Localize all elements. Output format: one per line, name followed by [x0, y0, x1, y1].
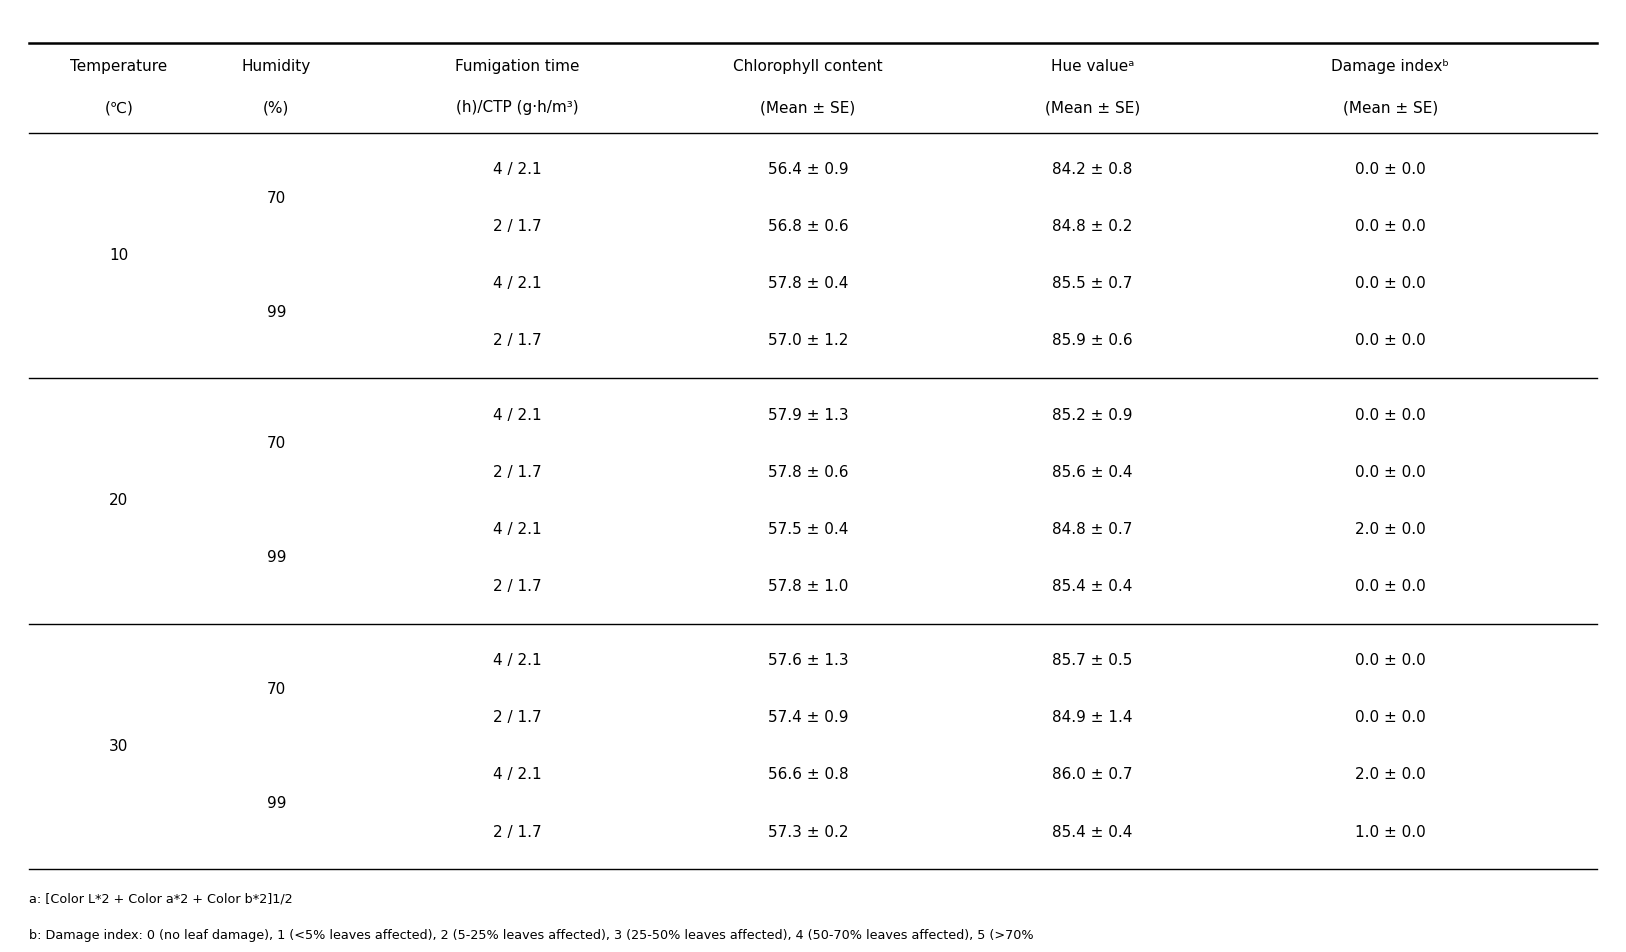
Text: 4 / 2.1: 4 / 2.1	[493, 407, 541, 423]
Text: 2 / 1.7: 2 / 1.7	[493, 465, 541, 480]
Text: 85.4 ± 0.4: 85.4 ± 0.4	[1052, 824, 1133, 840]
Text: 0.0 ± 0.0: 0.0 ± 0.0	[1354, 653, 1426, 668]
Text: 20: 20	[109, 493, 128, 508]
Text: 2 / 1.7: 2 / 1.7	[493, 333, 541, 348]
Text: 57.8 ± 1.0: 57.8 ± 1.0	[767, 579, 849, 594]
Text: 70: 70	[267, 682, 286, 697]
Text: Temperature: Temperature	[70, 59, 167, 74]
Text: Fumigation time: Fumigation time	[455, 59, 579, 74]
Text: 85.5 ± 0.7: 85.5 ± 0.7	[1052, 276, 1133, 291]
Text: 57.4 ± 0.9: 57.4 ± 0.9	[767, 710, 849, 725]
Text: 99: 99	[267, 796, 286, 811]
Text: 0.0 ± 0.0: 0.0 ± 0.0	[1354, 710, 1426, 725]
Text: 2 / 1.7: 2 / 1.7	[493, 579, 541, 594]
Text: 0.0 ± 0.0: 0.0 ± 0.0	[1354, 579, 1426, 594]
Text: 4 / 2.1: 4 / 2.1	[493, 162, 541, 177]
Text: 2.0 ± 0.0: 2.0 ± 0.0	[1354, 767, 1426, 783]
Text: 84.8 ± 0.2: 84.8 ± 0.2	[1052, 219, 1133, 234]
Text: 84.9 ± 1.4: 84.9 ± 1.4	[1052, 710, 1133, 725]
Text: 57.6 ± 1.3: 57.6 ± 1.3	[767, 653, 849, 668]
Text: 56.4 ± 0.9: 56.4 ± 0.9	[767, 162, 849, 177]
Text: 1.0 ± 0.0: 1.0 ± 0.0	[1354, 824, 1426, 840]
Text: Damage indexᵇ: Damage indexᵇ	[1332, 59, 1449, 74]
Text: (Mean ± SE): (Mean ± SE)	[1046, 100, 1140, 115]
Text: (Mean ± SE): (Mean ± SE)	[761, 100, 855, 115]
Text: 10: 10	[109, 248, 128, 263]
Text: Humidity: Humidity	[242, 59, 311, 74]
Text: (h)/CTP (g·h/m³): (h)/CTP (g·h/m³)	[455, 100, 579, 115]
Text: (Mean ± SE): (Mean ± SE)	[1343, 100, 1437, 115]
Text: 85.4 ± 0.4: 85.4 ± 0.4	[1052, 579, 1133, 594]
Text: b: Damage index: 0 (no leaf damage), 1 (<5% leaves affected), 2 (5-25% leaves af: b: Damage index: 0 (no leaf damage), 1 (…	[29, 929, 1034, 942]
Text: 2 / 1.7: 2 / 1.7	[493, 710, 541, 725]
Text: 0.0 ± 0.0: 0.0 ± 0.0	[1354, 407, 1426, 423]
Text: 85.2 ± 0.9: 85.2 ± 0.9	[1052, 407, 1133, 423]
Text: 99: 99	[267, 305, 286, 320]
Text: 2.0 ± 0.0: 2.0 ± 0.0	[1354, 522, 1426, 537]
Text: 2 / 1.7: 2 / 1.7	[493, 219, 541, 234]
Text: 4 / 2.1: 4 / 2.1	[493, 767, 541, 783]
Text: 0.0 ± 0.0: 0.0 ± 0.0	[1354, 162, 1426, 177]
Text: 84.2 ± 0.8: 84.2 ± 0.8	[1052, 162, 1133, 177]
Text: 57.0 ± 1.2: 57.0 ± 1.2	[767, 333, 849, 348]
Text: Hue valueᵃ: Hue valueᵃ	[1050, 59, 1135, 74]
Text: a: [Color L*2 + Color a*2 + Color b*2]1/2: a: [Color L*2 + Color a*2 + Color b*2]1/…	[29, 893, 293, 906]
Text: 86.0 ± 0.7: 86.0 ± 0.7	[1052, 767, 1133, 783]
Text: 70: 70	[267, 190, 286, 206]
Text: 0.0 ± 0.0: 0.0 ± 0.0	[1354, 333, 1426, 348]
Text: 0.0 ± 0.0: 0.0 ± 0.0	[1354, 219, 1426, 234]
Text: 4 / 2.1: 4 / 2.1	[493, 653, 541, 668]
Text: 99: 99	[267, 550, 286, 565]
Text: 0.0 ± 0.0: 0.0 ± 0.0	[1354, 276, 1426, 291]
Text: 57.9 ± 1.3: 57.9 ± 1.3	[767, 407, 849, 423]
Text: 0.0 ± 0.0: 0.0 ± 0.0	[1354, 465, 1426, 480]
Text: 85.9 ± 0.6: 85.9 ± 0.6	[1052, 333, 1133, 348]
Text: 57.8 ± 0.4: 57.8 ± 0.4	[767, 276, 849, 291]
Text: 57.3 ± 0.2: 57.3 ± 0.2	[767, 824, 849, 840]
Text: 4 / 2.1: 4 / 2.1	[493, 522, 541, 537]
Text: 30: 30	[109, 739, 128, 754]
Text: 85.7 ± 0.5: 85.7 ± 0.5	[1052, 653, 1133, 668]
Text: (℃): (℃)	[104, 100, 133, 115]
Text: 56.6 ± 0.8: 56.6 ± 0.8	[767, 767, 849, 783]
Text: 85.6 ± 0.4: 85.6 ± 0.4	[1052, 465, 1133, 480]
Text: (%): (%)	[263, 100, 289, 115]
Text: 57.8 ± 0.6: 57.8 ± 0.6	[767, 465, 849, 480]
Text: 70: 70	[267, 436, 286, 451]
Text: Chlorophyll content: Chlorophyll content	[733, 59, 883, 74]
Text: 57.5 ± 0.4: 57.5 ± 0.4	[767, 522, 849, 537]
Text: 2 / 1.7: 2 / 1.7	[493, 824, 541, 840]
Text: 4 / 2.1: 4 / 2.1	[493, 276, 541, 291]
Text: 56.8 ± 0.6: 56.8 ± 0.6	[767, 219, 849, 234]
Text: 84.8 ± 0.7: 84.8 ± 0.7	[1052, 522, 1133, 537]
